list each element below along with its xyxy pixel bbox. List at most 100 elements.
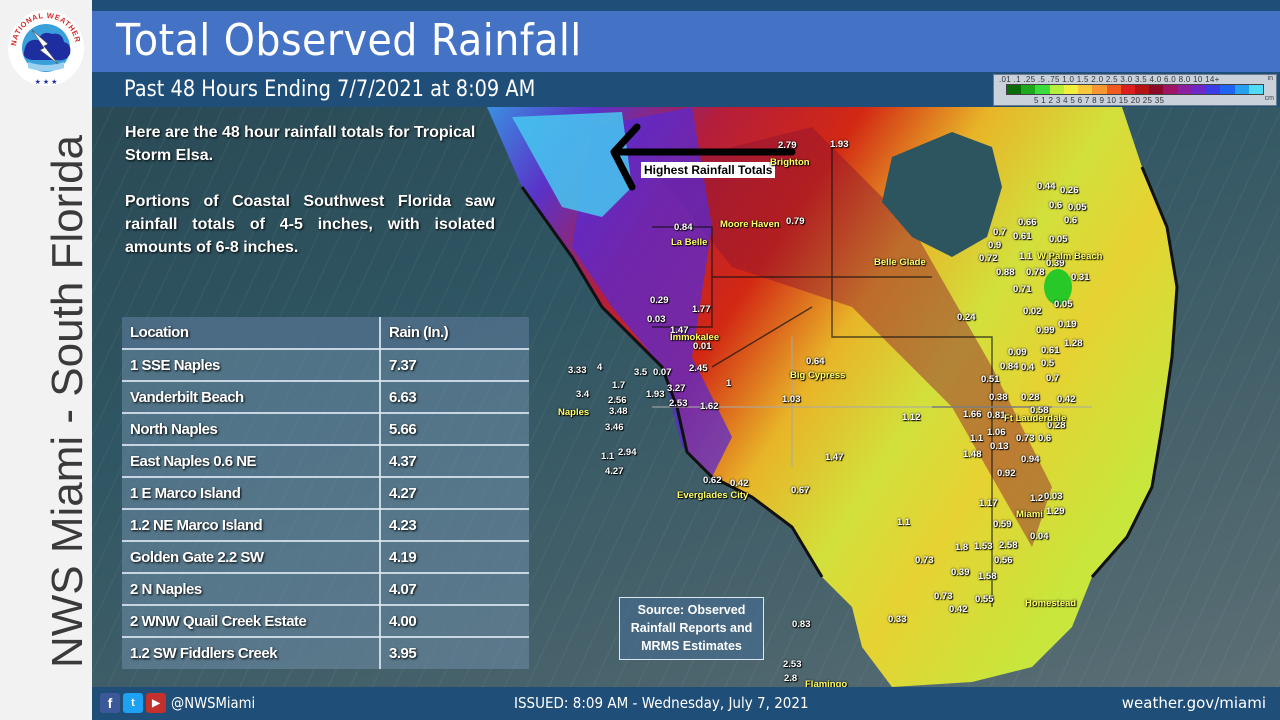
rainfall-value-label: 1.28 <box>1064 338 1083 349</box>
rainfall-value-label: 0.78 <box>1026 267 1045 278</box>
rainfall-value-label: 0.31 <box>1071 272 1090 283</box>
rainfall-value-label: 1.17 <box>979 498 998 509</box>
location-cell: Vanderbilt Beach <box>122 380 381 414</box>
rainfall-value-label: 0.13 <box>990 441 1009 452</box>
rainfall-value-label: 1.66 <box>963 409 982 420</box>
rainfall-value-label: 1.2 <box>1030 493 1044 504</box>
rainfall-value-label: 1.62 <box>700 401 719 412</box>
city-label: W Palm Beach <box>1037 251 1103 262</box>
rainfall-value-label: 0.42 <box>1057 394 1076 405</box>
rainfall-value-label: 0.05 <box>1068 202 1087 213</box>
left-branding-strip: NATIONAL WEATHER SERVICE ★ ★ ★ NWS Miami… <box>0 0 92 720</box>
page-title: Total Observed Rainfall <box>116 15 582 66</box>
social-handle[interactable]: @NWSMiami <box>171 694 256 712</box>
highest-rainfall-callout: Highest Rainfall Totals <box>641 162 776 178</box>
table-header-row: Location Rain (In.) <box>122 317 529 350</box>
intro-line-1: Here are the 48 hour rainfall totals for… <box>125 124 476 164</box>
rainfall-value-label: 1.48 <box>963 449 982 460</box>
rainfall-totals-table: Location Rain (In.) 1 SSE Naples 7.37 Van… <box>122 317 529 669</box>
title-bar: Total Observed Rainfall <box>92 11 1280 72</box>
rainfall-value-label: 1.1 <box>897 517 911 528</box>
youtube-icon[interactable]: ▶ <box>146 693 166 713</box>
rainfall-value-label: 0.92 <box>997 468 1016 479</box>
rainfall-value-label: 0.73 <box>1016 433 1035 444</box>
rainfall-map: Here are the 48 hour rainfall totals for… <box>92 107 1280 687</box>
rainfall-value-label: 0.39 <box>1046 258 1065 269</box>
location-cell: 2 WNW Quail Creek Estate <box>122 604 381 638</box>
legend-inch-unit: in <box>1267 75 1273 82</box>
svg-text:★ ★ ★: ★ ★ ★ <box>35 78 58 86</box>
rainfall-value-label: 0.84 <box>1000 361 1019 372</box>
rainfall-value-label: 1.03 <box>782 394 801 405</box>
rainfall-value-label: 0.73 <box>934 591 953 602</box>
legend-swatch <box>1248 85 1263 94</box>
rainfall-value-label: 0.6 <box>1064 215 1078 226</box>
rainfall-value-label: 0.33 <box>888 614 907 625</box>
rainfall-value-label: 3.46 <box>605 422 624 433</box>
rainfall-value-label: 0.04 <box>1030 531 1049 542</box>
intro-text: Here are the 48 hour rainfall totals for… <box>125 121 495 259</box>
table-row: 1 E Marco Island 4.27 <box>122 476 529 510</box>
legend-swatch <box>1035 85 1050 94</box>
rainfall-value-label: 3.33 <box>568 365 587 376</box>
page-subtitle: Past 48 Hours Ending 7/7/2021 at 8:09 AM <box>124 77 536 102</box>
rainfall-value-label: 2.94 <box>618 447 637 458</box>
rainfall-value-label: 0.66 <box>1018 217 1037 228</box>
twitter-icon[interactable]: t <box>123 693 143 713</box>
legend-swatch <box>1163 85 1178 94</box>
intro-line-2: Portions of Coastal Southwest Florida sa… <box>125 193 495 256</box>
rainfall-value-label: 0.83 <box>792 619 811 630</box>
rain-cell: 4.19 <box>379 540 529 574</box>
issued-timestamp: ISSUED: 8:09 AM - Wednesday, July 7, 202… <box>514 694 809 712</box>
facebook-icon[interactable]: f <box>100 693 120 713</box>
city-label: Everglades City <box>677 490 749 501</box>
website-link[interactable]: weather.gov/miami <box>1121 694 1266 712</box>
rainfall-value-label: 3.48 <box>609 406 628 417</box>
legend-swatch <box>1106 85 1121 94</box>
rain-cell: 4.00 <box>379 604 529 638</box>
footer-bar: f t ▶ @NWSMiami ISSUED: 8:09 AM - Wednes… <box>92 687 1280 720</box>
city-label: Naples <box>558 407 590 418</box>
rain-cell: 4.27 <box>379 476 529 510</box>
rainfall-value-label: 0.6 <box>1038 433 1052 444</box>
rainfall-value-label: 3.5 <box>634 367 648 378</box>
location-cell: 1 E Marco Island <box>122 476 381 510</box>
rainfall-value-label: 0.05 <box>1049 234 1068 245</box>
rainfall-value-label: 0.84 <box>674 222 693 233</box>
table-row: 1 SSE Naples 7.37 <box>122 348 529 382</box>
legend-swatch <box>1177 85 1192 94</box>
rainfall-value-label: 1.47 <box>825 452 844 463</box>
rainfall-value-label: 0.09 <box>1008 347 1027 358</box>
rainfall-value-label: 0.59 <box>993 519 1012 530</box>
legend-swatch <box>1149 85 1164 94</box>
city-label: Ft Lauderdale <box>1004 413 1067 424</box>
legend-swatch <box>1007 85 1022 94</box>
legend-swatch <box>1206 85 1221 94</box>
location-cell: Golden Gate 2.2 SW <box>122 540 381 574</box>
rainfall-value-label: 0.73 <box>915 555 934 566</box>
rain-cell: 4.37 <box>379 444 529 478</box>
rainfall-value-label: 2.8 <box>784 673 798 684</box>
rainfall-value-label: 0.9 <box>988 240 1002 251</box>
rainfall-value-label: 0.4 <box>1021 362 1035 373</box>
rainfall-value-label: 0.94 <box>1021 454 1040 465</box>
location-cell: North Naples <box>122 412 381 446</box>
rainfall-value-label: 0.19 <box>1058 319 1077 330</box>
rainfall-value-label: 2.45 <box>689 363 708 374</box>
vertical-office-title: NWS Miami - South Florida <box>43 134 92 668</box>
rainfall-value-label: 2.58 <box>999 540 1018 551</box>
rainfall-value-label: 1.58 <box>978 571 997 582</box>
rainfall-value-label: 0.79 <box>786 216 805 227</box>
legend-swatch <box>1191 85 1207 94</box>
city-label: Brighton <box>770 157 810 168</box>
social-links: f t ▶ @NWSMiami <box>100 693 267 713</box>
location-cell: 2 N Naples <box>122 572 381 606</box>
table-row: East Naples 0.6 NE 4.37 <box>122 444 529 478</box>
legend-color-bar <box>1006 84 1264 95</box>
rainfall-value-label: 0.02 <box>1023 306 1042 317</box>
table-row: 2 WNW Quail Creek Estate 4.00 <box>122 604 529 638</box>
legend-swatch <box>1134 85 1150 94</box>
rainfall-value-label: 4 <box>597 362 603 373</box>
column-header-rain: Rain (In.) <box>379 317 529 350</box>
rainfall-value-label: 0.28 <box>1047 420 1066 431</box>
